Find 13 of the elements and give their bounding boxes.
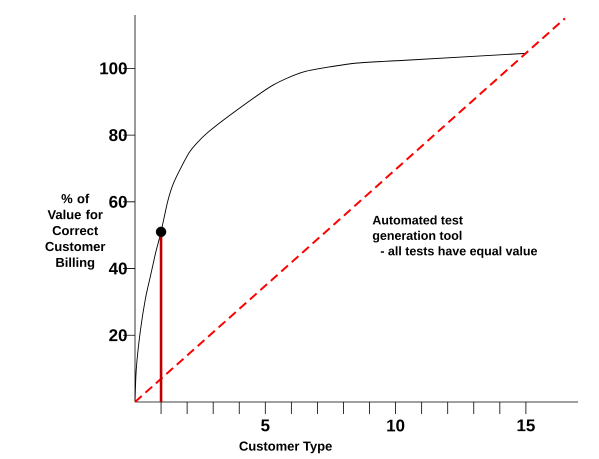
annotation: Automated test xyxy=(372,215,463,225)
y-tick-label: 40 xyxy=(108,262,127,275)
y-tick-label: 100 xyxy=(100,62,127,74)
x-tick-label: 15 xyxy=(518,420,535,432)
annotation: - all tests have equal value xyxy=(380,246,538,258)
x-axis-title: Customer Type xyxy=(239,442,332,454)
y-axis-title: % of Value for Correct Customer Billing xyxy=(46,194,106,270)
y-tick-label: 60 xyxy=(109,196,127,208)
x-tick-label: 5 xyxy=(261,420,270,432)
y-tick-label: 20 xyxy=(109,329,127,342)
x-tick-label: 10 xyxy=(387,420,404,432)
y-tick-label: 80 xyxy=(109,129,127,142)
annotation: generation tool xyxy=(372,230,462,242)
